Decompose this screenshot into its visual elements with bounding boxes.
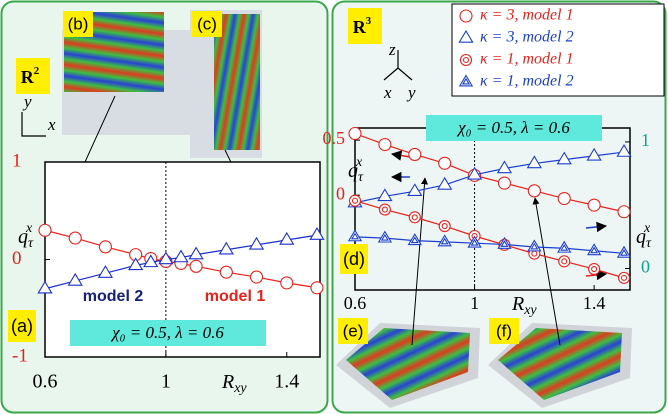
series-label: model 2 bbox=[83, 288, 144, 305]
marker-shape bbox=[69, 232, 81, 244]
label-sup: x bbox=[25, 221, 33, 236]
label-sub: xy bbox=[523, 303, 537, 318]
annotation: χ₀ = 0.5, λ = 0.6 bbox=[110, 323, 224, 342]
data-point bbox=[439, 221, 450, 232]
marker-shape bbox=[619, 272, 630, 283]
label-sub: xy bbox=[233, 381, 247, 396]
marker-shape bbox=[281, 277, 293, 289]
marker-shape bbox=[379, 139, 391, 151]
data-point bbox=[99, 241, 111, 253]
x-tick-label: 1 bbox=[470, 293, 479, 313]
marker-shape bbox=[558, 193, 570, 205]
data-point bbox=[220, 266, 232, 278]
math-label: qτx bbox=[636, 221, 652, 251]
data-point bbox=[558, 193, 570, 205]
data-point bbox=[251, 271, 263, 283]
marker-shape bbox=[251, 271, 263, 283]
label-base: R bbox=[511, 293, 524, 315]
x-tick-label: 1 bbox=[161, 371, 171, 393]
marker-shape bbox=[559, 256, 570, 267]
marker-shape bbox=[588, 199, 600, 211]
panel-label: (f) bbox=[496, 321, 512, 340]
marker-shape bbox=[220, 266, 232, 278]
panel-label: (b) bbox=[68, 14, 89, 33]
legend-marker bbox=[460, 10, 472, 22]
label-sup: x bbox=[355, 155, 363, 170]
y-tick-label: 0 bbox=[336, 183, 345, 203]
data-point bbox=[528, 185, 540, 197]
data-point bbox=[409, 148, 421, 160]
figure: (b)(c)R2yx0.611.4-101Rxyqτxχ₀ = 0.5, λ =… bbox=[0, 0, 668, 414]
marker-shape bbox=[589, 264, 600, 275]
annotation: χ₀ = 0.5, λ = 0.6 bbox=[456, 118, 570, 137]
x-tick-label: 0.6 bbox=[33, 371, 58, 393]
y2-tick-label: 1 bbox=[641, 130, 650, 150]
data-point bbox=[190, 260, 202, 272]
marker-shape bbox=[190, 260, 202, 272]
panel-label: (e) bbox=[343, 321, 364, 340]
label-sup: 3 bbox=[366, 15, 372, 27]
data-point bbox=[69, 232, 81, 244]
axis-glyph-label: x bbox=[383, 83, 392, 102]
panel-label: (c) bbox=[197, 14, 217, 33]
label-base: R bbox=[21, 67, 35, 87]
data-point bbox=[589, 264, 600, 275]
legend-label: κ = 3, model 2 bbox=[480, 29, 574, 46]
marker-shape bbox=[460, 10, 472, 22]
math-label: qτx bbox=[348, 155, 364, 185]
data-point bbox=[618, 206, 630, 218]
marker-shape bbox=[99, 241, 111, 253]
marker-shape bbox=[618, 206, 630, 218]
y-tick-label: 1 bbox=[12, 150, 22, 171]
panel-label: (d) bbox=[343, 249, 365, 269]
data-point bbox=[439, 157, 451, 169]
axis-glyph-label: y bbox=[406, 83, 416, 102]
x-tick-label: 1.4 bbox=[274, 371, 299, 393]
legend-marker bbox=[461, 55, 472, 66]
label-base: R bbox=[353, 17, 367, 37]
data-point bbox=[311, 282, 323, 294]
y-tick-label: -1 bbox=[12, 345, 28, 366]
data-point bbox=[379, 139, 391, 151]
marker-shape bbox=[39, 224, 51, 236]
marker-shape bbox=[461, 55, 472, 66]
data-point bbox=[409, 212, 420, 223]
data-point bbox=[281, 277, 293, 289]
axis-glyph-label: x bbox=[47, 115, 56, 134]
series-label: model 1 bbox=[205, 288, 266, 305]
marker-shape bbox=[439, 157, 451, 169]
marker-shape bbox=[439, 221, 450, 232]
marker-shape bbox=[379, 204, 390, 215]
legend-label: κ = 1, model 2 bbox=[480, 73, 574, 90]
data-point bbox=[559, 256, 570, 267]
data-point bbox=[349, 128, 361, 140]
label-sup: 2 bbox=[34, 65, 39, 77]
legend-label: κ = 1, model 1 bbox=[480, 51, 574, 68]
marker-shape bbox=[498, 177, 510, 189]
x-tick-label: 1.4 bbox=[583, 293, 606, 313]
data-point bbox=[39, 224, 51, 236]
label-base: R bbox=[221, 371, 234, 393]
data-point bbox=[350, 195, 361, 206]
label-sup: x bbox=[643, 221, 651, 236]
y-tick-label: 0 bbox=[12, 248, 22, 269]
y2-tick-label: 0 bbox=[641, 257, 650, 277]
marker-shape bbox=[350, 195, 361, 206]
data-point bbox=[619, 272, 630, 283]
marker-shape bbox=[528, 185, 540, 197]
marker-shape bbox=[349, 128, 361, 140]
legend-label: κ = 3, model 1 bbox=[480, 7, 574, 24]
panel-label: (a) bbox=[11, 316, 33, 336]
y-tick-label: 0.5 bbox=[323, 128, 346, 148]
marker-shape bbox=[409, 212, 420, 223]
math-label: qτx bbox=[18, 221, 34, 251]
data-point bbox=[498, 177, 510, 189]
axis-glyph-label: y bbox=[22, 92, 32, 111]
data-point bbox=[588, 199, 600, 211]
axis-glyph-label: z bbox=[388, 40, 396, 59]
x-tick-label: 0.6 bbox=[344, 293, 367, 313]
marker-shape bbox=[311, 282, 323, 294]
marker-shape bbox=[409, 148, 421, 160]
data-point bbox=[379, 204, 390, 215]
